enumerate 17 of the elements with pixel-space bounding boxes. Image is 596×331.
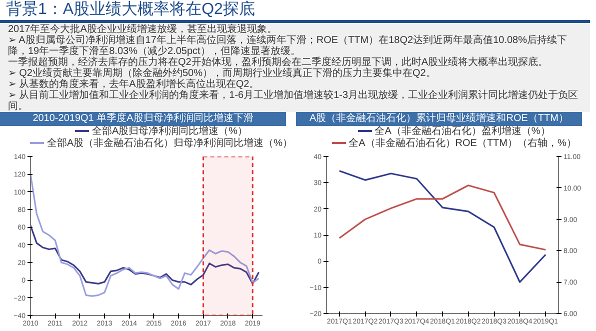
text: ➢ A股归属母公司净利润增速自17年上半年高位回落，连续两年下滑；ROE（TTM）在18Q2达到近两年最高值10.08%后持续下降，19年一季度下滑至8.03%（减少2.05pct），但降速显著放缓。 bbox=[0, 35, 590, 57]
line-series bbox=[30, 173, 260, 297]
text: ➢ 从目前工业增加值和工业企业利润的角度来看，1-6月工业增加值增速较1-3月出现放缓，工业企业利润累计同比增速仍处于负区间。 bbox=[0, 90, 590, 112]
text: ➢ Q2业绩贡献主要靠周期（除金融外约50%），而周期行业业绩真正下滑的压力主要集中在Q2。 bbox=[0, 68, 590, 79]
legend-label: 全部A股归母净利润同比增速（%） bbox=[91, 126, 249, 138]
text: 一季报超预期，经济去库存的压力将在Q2开始体现，盈利预期会在二季度经历明显下调，此时A股业绩将大概率出现探底。 bbox=[0, 57, 590, 68]
line-series bbox=[30, 224, 260, 286]
legend-label: 全A（非金融石油石化）盈利增速（%） bbox=[374, 126, 552, 138]
legend-label: 全部A股（非金融石油石化）归母净利润同比增速（%） bbox=[46, 138, 293, 150]
chart-title: A股（非金融石油石化）累计归母业绩增速和ROE（TTM） bbox=[310, 112, 568, 126]
text: 2017年至今大批A股企业业绩增速放缓，甚至出现衰退现象。 bbox=[0, 24, 590, 35]
legend-label: 全A（非金融石油石化）ROE（TTM）（右轴，%） bbox=[348, 138, 576, 150]
line-series bbox=[338, 170, 546, 283]
line-series bbox=[338, 184, 546, 251]
chart-title: 2010-2019Q1 单季度A股归母净利润同比增速下滑 bbox=[32, 112, 254, 126]
text: 背景1：A股业绩大概率将在Q2探底 bbox=[0, 0, 590, 23]
text: ➢ 从基数的角度来看，去年A股盈利增长高位出现在Q2。 bbox=[0, 79, 590, 90]
